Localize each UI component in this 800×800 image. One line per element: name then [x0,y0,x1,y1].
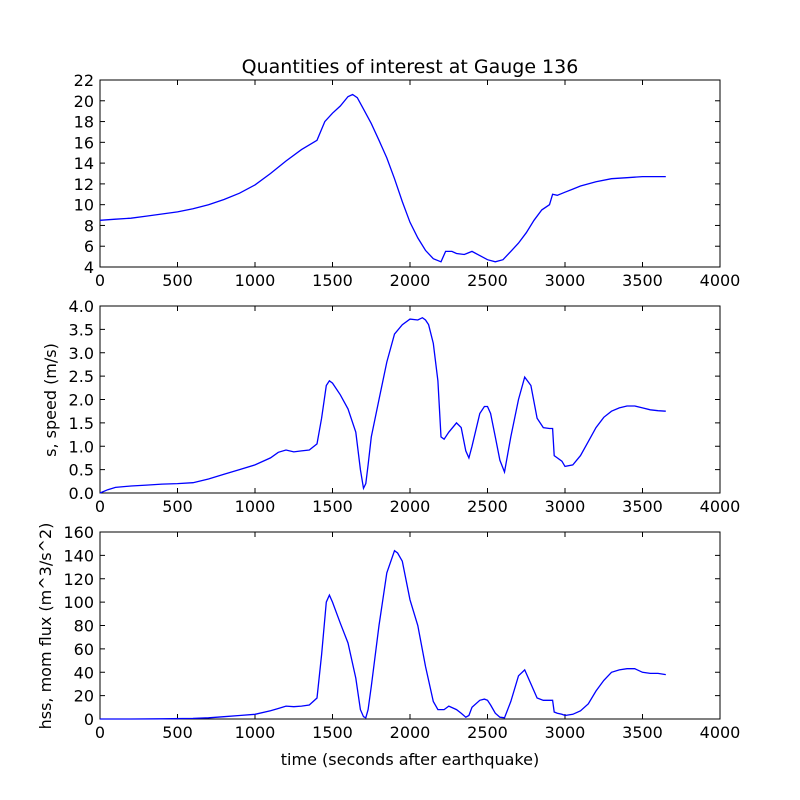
y-tick-label: 20 [74,92,94,111]
y-tick-label: 6 [84,237,94,256]
x-tick-label: 1500 [312,723,353,742]
x-tick-label: 1500 [312,497,353,516]
x-tick-label: 3000 [545,271,586,290]
y-tick-label: 0.5 [69,461,94,480]
y-tick-label: 3.5 [69,320,94,339]
plot-frame [99,79,721,268]
panel-speed: 0 500 1000 1500 2000 2500 3000 3500 4000 0.0 0.5 1.… [41,297,740,516]
series-line-speed [99,316,666,494]
x-tick-label: 1000 [235,271,276,290]
x-tick-label: 2500 [467,497,508,516]
tick-group: 0 500 1000 1500 2000 2500 3000 3500 400002040608… [63,523,740,742]
y-tick-label: 8 [84,216,94,235]
x-tick-label: 500 [162,723,193,742]
x-tick-label: 1500 [312,271,353,290]
y-tick-label: 2.5 [69,367,94,386]
x-tick-label: 2000 [390,497,431,516]
x-tick-label: 4000 [700,723,741,742]
x-tick-label: 3000 [545,497,586,516]
y-tick-label: 4 [84,258,94,277]
y-tick-label: 4.0 [69,297,94,316]
y-tick-label: 0.0 [69,484,94,503]
plot-frame [99,531,721,720]
chart-title: Quantities of interest at Gauge 136 [242,56,579,78]
x-tick-label: 2000 [390,271,431,290]
x-tick-label: 2500 [467,271,508,290]
x-tick-label: 0 [95,723,105,742]
x-tick-label: 3500 [622,497,663,516]
y-tick-label: 1.0 [69,437,94,456]
y-tick-label: 3.0 [69,344,94,363]
y-tick-label: 12 [74,175,94,194]
y-tick-label: 60 [74,640,94,659]
y-axis-label: s, speed (m/s) [41,343,60,457]
y-tick-label: 16 [74,133,94,152]
y-tick-label: 14 [74,154,94,173]
x-tick-label: 4000 [700,271,741,290]
series-line-momentum-flux [100,549,666,720]
y-tick-label: 80 [74,617,94,636]
x-axis-label: time (seconds after earthquake) [281,750,539,769]
y-tick-label: 18 [74,113,94,132]
y-tick-label: 10 [74,196,94,215]
x-tick-label: 2000 [390,723,431,742]
x-tick-label: 500 [162,271,193,290]
y-tick-label: 22 [74,71,94,90]
x-tick-label: 0 [95,271,105,290]
y-tick-label: 100 [63,593,94,612]
x-tick-label: 1000 [235,497,276,516]
y-tick-label: 120 [63,570,94,589]
series-line-water-level [99,93,666,263]
x-tick-label: 3500 [622,723,663,742]
tick-group: 0 500 1000 1500 2000 2500 3000 3500 4000 0.0 0.5 1.… [69,297,741,516]
y-tick-label: 40 [74,663,94,682]
x-tick-label: 3000 [545,723,586,742]
y-tick-label: 20 [74,687,94,706]
y-axis-label: hss, mom flux (m^3/s^2) [36,523,55,730]
tick-group: 0 500 1000 1500 2000 2500 3000 3500 4000 4 6 810 12 1… [74,71,741,290]
y-tick-label: 2.0 [69,391,94,410]
panel-water-level: 0 500 1000 1500 2000 2500 3000 3500 4000 4 6 810 12 1… [74,71,741,290]
panel-momentum-flux: 0 500 1000 1500 2000 2500 3000 3500 400002040608… [36,523,740,769]
y-tick-label: 1.5 [69,414,94,433]
plot-frame [99,305,721,494]
y-tick-label: 140 [63,546,94,565]
y-tick-label: 160 [63,523,94,542]
y-tick-label: 0 [84,710,94,729]
x-tick-label: 0 [95,497,105,516]
x-tick-label: 3500 [622,271,663,290]
x-tick-label: 500 [162,497,193,516]
x-tick-label: 1000 [235,723,276,742]
x-tick-label: 2500 [467,723,508,742]
x-tick-label: 4000 [700,497,741,516]
